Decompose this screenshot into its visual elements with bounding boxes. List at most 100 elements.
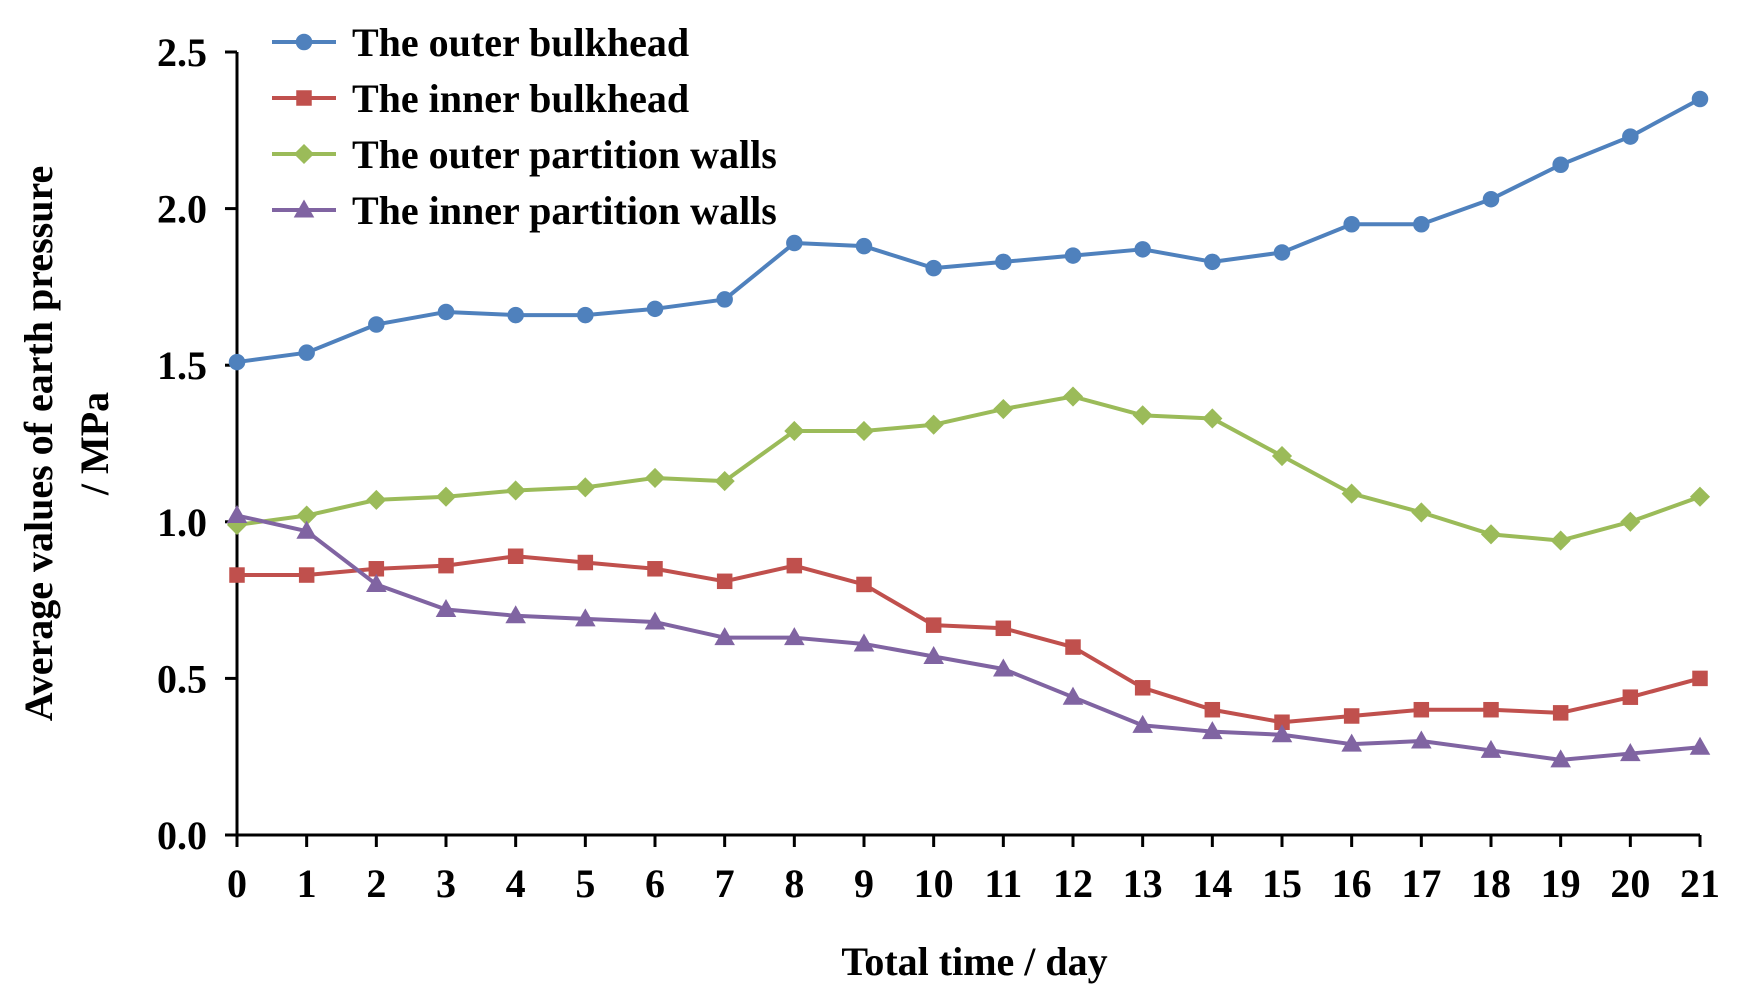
legend-marker <box>293 143 315 165</box>
data-point <box>925 617 942 633</box>
data-point <box>505 605 526 624</box>
x-tick-label: 0 <box>227 861 247 906</box>
data-point <box>1134 241 1151 258</box>
legend-entry: The outer bulkhead <box>272 20 689 65</box>
data-point <box>1134 680 1151 696</box>
data-point <box>716 291 733 308</box>
y-axis-title: Average values of earth pressure <box>16 166 61 721</box>
legend-label: The inner bulkhead <box>352 76 689 121</box>
data-point <box>435 486 457 507</box>
data-point <box>1341 483 1362 504</box>
data-point <box>1204 253 1221 271</box>
data-point <box>1689 486 1711 507</box>
data-point <box>296 520 317 539</box>
x-tick-label: 19 <box>1541 861 1581 906</box>
x-tick-label: 16 <box>1332 861 1372 906</box>
x-tick-label: 9 <box>854 861 874 906</box>
data-point <box>784 627 805 646</box>
data-point <box>1620 511 1641 532</box>
x-tick-label: 1 <box>297 861 317 906</box>
y-tick-label: 0.5 <box>157 656 207 701</box>
series-line <box>236 97 1701 365</box>
data-point <box>228 353 246 371</box>
x-tick-label: 15 <box>1262 861 1302 906</box>
x-tick-label: 17 <box>1401 861 1441 906</box>
data-point <box>1132 405 1153 426</box>
data-point <box>1550 530 1571 551</box>
data-point <box>1413 701 1430 718</box>
data-point <box>437 303 455 321</box>
data-point <box>1202 408 1223 429</box>
x-tick-label: 6 <box>645 861 665 906</box>
y-axis-ticks: 0.0 0.5 1.0 1.5 2.0 2.5 <box>157 30 237 858</box>
y-tick-label: 0.0 <box>157 813 207 858</box>
x-tick-label: 3 <box>436 861 456 906</box>
data-point <box>855 237 873 255</box>
data-point <box>298 567 315 583</box>
y-tick-label: 2.0 <box>157 187 207 232</box>
data-point <box>856 576 872 593</box>
data-point <box>1483 701 1499 718</box>
data-point <box>1622 128 1639 145</box>
data-point <box>1062 686 1084 705</box>
data-point <box>226 505 248 524</box>
x-tick-label: 14 <box>1192 861 1232 906</box>
data-point <box>1271 445 1293 467</box>
x-axis-title: Total time / day <box>841 939 1107 984</box>
axes: 0.00.51.01.52.02.5 0 1 2 3 4 5 6 7 8 9 10 11 12 13 14 1… <box>157 30 1720 906</box>
x-tick-label: 11 <box>984 861 1022 906</box>
data-point <box>438 557 454 574</box>
x-tick-label: 2 <box>366 861 386 906</box>
x-tick-label: 12 <box>1053 861 1093 906</box>
data-point <box>505 480 526 501</box>
series-line <box>237 554 1701 725</box>
data-point <box>995 620 1012 637</box>
data-point <box>853 420 875 442</box>
data-point <box>786 234 803 252</box>
x-tick-label: 21 <box>1680 861 1720 906</box>
data-point <box>993 398 1014 420</box>
data-point <box>507 306 524 324</box>
data-point <box>1552 156 1569 174</box>
data-point <box>714 627 735 646</box>
data-point <box>577 554 594 571</box>
data-point <box>923 414 944 435</box>
y-tick-label: 1.5 <box>157 343 207 388</box>
data-point <box>786 557 803 574</box>
legend-label: The outer partition walls <box>352 132 777 177</box>
data-point <box>298 344 315 361</box>
data-point <box>1341 733 1362 752</box>
data-point <box>647 561 663 577</box>
data-point <box>368 561 385 577</box>
x-tick-label: 18 <box>1471 861 1511 906</box>
data-point <box>1343 708 1360 724</box>
legend-entry: The inner bulkhead <box>272 76 689 121</box>
data-point <box>1064 247 1082 264</box>
data-point <box>995 253 1012 271</box>
series-line <box>236 513 1701 762</box>
data-point <box>1622 689 1639 705</box>
series-1 <box>228 90 1709 371</box>
data-point <box>925 259 942 277</box>
data-point <box>366 489 387 510</box>
data-point <box>1273 244 1291 261</box>
data-point <box>1411 730 1432 749</box>
data-point <box>366 573 387 592</box>
data-point <box>435 598 457 617</box>
data-point <box>716 573 733 590</box>
data-point <box>1062 386 1084 407</box>
data-point <box>1689 736 1711 755</box>
data-point <box>714 471 735 492</box>
data-point <box>853 633 875 652</box>
series-line <box>236 394 1701 543</box>
series-3 <box>226 386 1711 551</box>
data-point <box>577 306 594 324</box>
data-point <box>1413 216 1430 233</box>
data-point <box>1480 739 1502 758</box>
legend: The outer bulkhead The inner bulkhead The … <box>272 20 777 233</box>
x-tick-label: 7 <box>715 861 735 906</box>
data-point <box>923 645 944 664</box>
legend-entry: The outer partition walls <box>272 132 777 177</box>
series-4 <box>226 505 1711 768</box>
